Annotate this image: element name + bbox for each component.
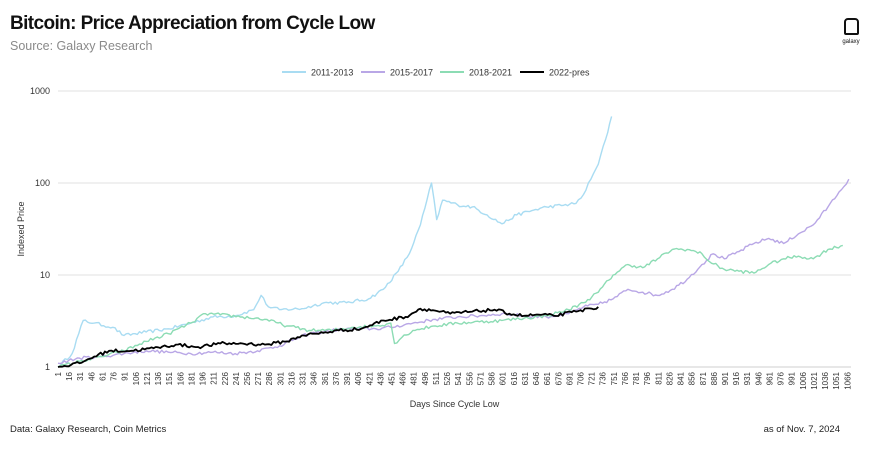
x-tick-label: 571: [476, 371, 485, 385]
galaxy-logo-icon: [843, 18, 859, 35]
series-line-2011-2013: [57, 116, 613, 368]
x-tick-label: 121: [143, 371, 152, 385]
x-tick-label: 196: [199, 371, 208, 385]
x-tick-label: 646: [532, 371, 541, 385]
x-tick-label: 361: [321, 371, 330, 385]
x-tick-label: 331: [299, 371, 308, 385]
chart-title: Bitcoin: Price Appreciation from Cycle L…: [10, 13, 375, 34]
x-tick-label: 346: [310, 371, 319, 385]
x-tick-label: 961: [765, 371, 774, 385]
x-tick-label: 241: [232, 371, 241, 385]
x-tick-label: 31: [76, 371, 85, 380]
x-tick-label: 451: [388, 371, 397, 385]
x-tick-label: 256: [243, 371, 252, 385]
x-tick-label: 871: [699, 371, 708, 385]
x-tick-label: 466: [399, 371, 408, 385]
x-axis-ticks: 1 16 31 46 61 76 91 106 121 136 151 166 181 196 211 226…: [54, 371, 852, 389]
x-tick-label: 226: [221, 371, 230, 385]
legend-label: 2022-pres: [549, 68, 590, 78]
x-tick-label: 976: [777, 371, 786, 385]
y-tick-label: 1000: [30, 86, 50, 96]
x-tick-label: 901: [721, 371, 730, 385]
x-axis-label: Days Since Cycle Low: [410, 399, 500, 409]
galaxy-logo-text: galaxy: [842, 39, 860, 45]
x-tick-label: 661: [543, 371, 552, 385]
x-tick-label: 946: [754, 371, 763, 385]
x-tick-label: 721: [588, 371, 597, 385]
x-tick-label: 631: [521, 371, 530, 385]
x-tick-label: 421: [365, 371, 374, 385]
x-tick-label: 391: [343, 371, 352, 385]
x-tick-label: 46: [87, 371, 96, 380]
x-tick-label: 526: [443, 371, 452, 385]
y-axis-ticks: 1 10 100 1000: [30, 86, 50, 372]
x-tick-label: 811: [654, 371, 663, 384]
x-tick-label: 691: [565, 371, 574, 385]
x-tick-label: 166: [176, 371, 185, 385]
x-tick-label: 136: [154, 371, 163, 385]
x-tick-label: 16: [65, 371, 74, 380]
x-tick-label: 541: [454, 371, 463, 385]
x-tick-label: 991: [788, 371, 797, 385]
x-tick-label: 436: [376, 371, 385, 385]
x-tick-label: 376: [332, 371, 341, 385]
x-tick-label: 406: [354, 371, 363, 385]
x-tick-label: 1051: [832, 371, 841, 389]
series-line-2018-2021: [57, 244, 843, 368]
legend-label: 2018-2021: [469, 68, 512, 78]
chart-legend: 2011-2013 2015-2017 2018-2021 2022-pres: [282, 68, 590, 78]
x-tick-label: 736: [599, 371, 608, 385]
x-tick-label: 61: [98, 371, 107, 380]
y-axis-label: Indexed Price: [16, 201, 26, 256]
x-tick-label: 706: [576, 371, 585, 385]
x-tick-label: 556: [465, 371, 474, 385]
x-tick-label: 1066: [843, 371, 852, 389]
legend-label: 2011-2013: [311, 68, 353, 78]
x-tick-label: 91: [121, 371, 130, 380]
x-tick-label: 616: [510, 371, 519, 385]
x-tick-label: 286: [265, 371, 274, 385]
y-tick-label: 100: [35, 178, 50, 188]
x-tick-label: 211: [210, 371, 219, 384]
x-tick-label: 586: [488, 371, 497, 385]
x-tick-label: 106: [132, 371, 141, 385]
x-tick-label: 301: [276, 371, 285, 385]
x-tick-label: 1: [54, 371, 63, 376]
x-tick-label: 481: [410, 371, 419, 385]
x-tick-label: 826: [665, 371, 674, 385]
x-tick-label: 676: [554, 371, 563, 385]
x-tick-label: 751: [610, 371, 619, 385]
chart-subtitle: Source: Galaxy Research: [10, 39, 153, 53]
x-tick-label: 856: [688, 371, 697, 385]
x-tick-label: 931: [743, 371, 752, 385]
x-tick-label: 76: [110, 371, 119, 380]
x-tick-label: 766: [621, 371, 630, 385]
galaxy-logo: galaxy: [838, 18, 864, 45]
x-tick-label: 1006: [799, 371, 808, 389]
x-tick-label: 916: [732, 371, 741, 385]
x-tick-label: 841: [677, 371, 686, 385]
x-tick-label: 601: [499, 371, 508, 385]
x-tick-label: 886: [710, 371, 719, 385]
x-tick-label: 181: [187, 371, 196, 385]
x-tick-label: 1036: [821, 371, 830, 389]
x-tick-label: 271: [254, 371, 263, 385]
series-line-2015-2017: [57, 178, 850, 365]
x-tick-label: 316: [287, 371, 296, 385]
y-tick-label: 1: [45, 362, 50, 372]
x-tick-label: 1021: [810, 371, 819, 389]
as-of-date: as of Nov. 7, 2024: [763, 424, 840, 435]
x-tick-label: 151: [165, 371, 174, 385]
series-line-2022-pres: [57, 306, 599, 368]
data-source-note: Data: Galaxy Research, Coin Metrics: [10, 424, 167, 435]
chart-series: [57, 116, 850, 368]
x-tick-label: 781: [632, 371, 641, 385]
chart-grid: [58, 90, 851, 368]
x-tick-label: 496: [421, 371, 430, 385]
x-tick-label: 511: [432, 371, 441, 384]
legend-label: 2015-2017: [390, 68, 433, 78]
y-tick-label: 10: [40, 270, 50, 280]
x-tick-label: 796: [643, 371, 652, 385]
